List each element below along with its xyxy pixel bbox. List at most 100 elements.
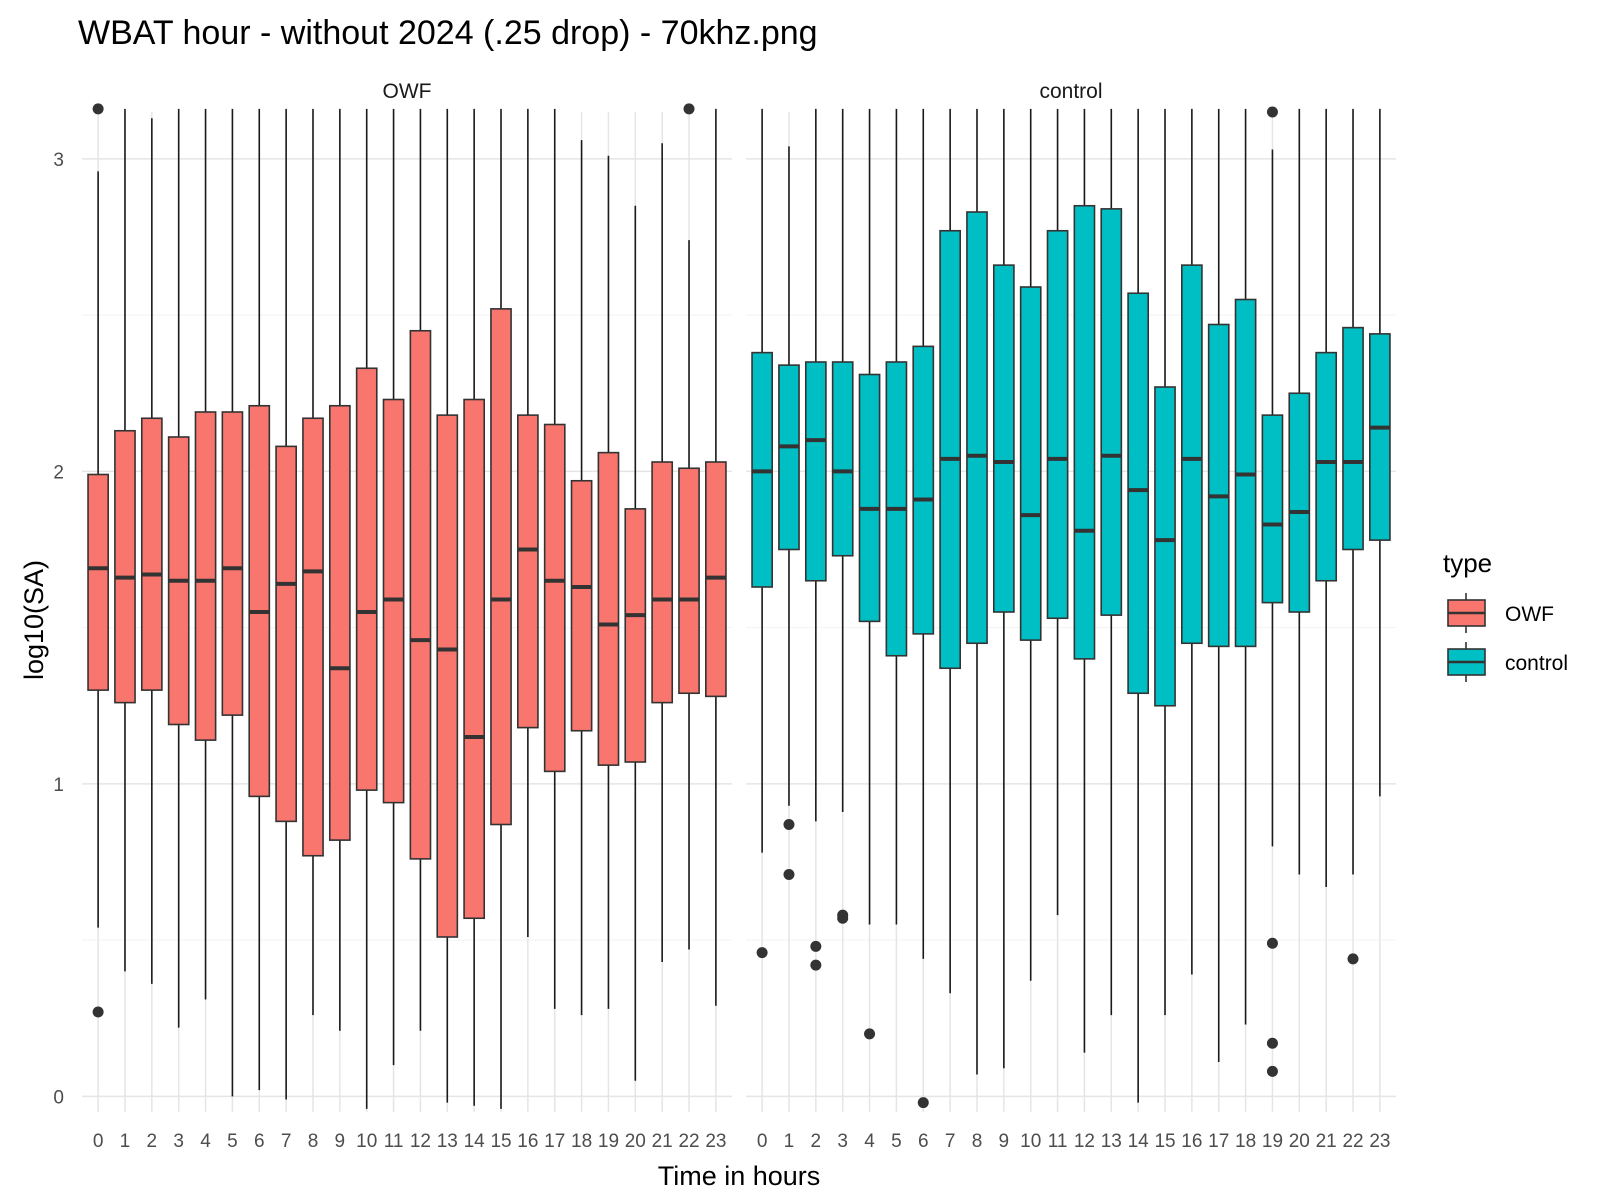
box-iqr — [1369, 333, 1391, 541]
box-control-21 — [1315, 108, 1338, 887]
x-tick-label: 18 — [1235, 1131, 1256, 1152]
box-iqr — [221, 411, 244, 716]
outlier-point — [756, 947, 768, 959]
box-control-14 — [1127, 108, 1150, 1103]
box-iqr — [409, 329, 432, 860]
box-OWF-6 — [248, 108, 271, 1091]
box-iqr — [939, 229, 962, 670]
y-tick-label: 1 — [53, 775, 64, 796]
outlier-point — [1266, 937, 1278, 949]
box-iqr — [140, 417, 163, 691]
x-tick-label: 8 — [308, 1131, 319, 1152]
box-control-12 — [1073, 108, 1096, 1053]
box-iqr — [1288, 392, 1311, 613]
box-OWF-0 — [87, 103, 109, 1018]
x-tick-label: 22 — [1342, 1131, 1363, 1152]
x-tick-label: 16 — [517, 1131, 538, 1152]
box-control-15 — [1154, 108, 1176, 1016]
box-control-11 — [1046, 108, 1069, 916]
box-control-9 — [992, 108, 1015, 1069]
box-control-17 — [1207, 108, 1230, 1062]
box-iqr — [1315, 351, 1338, 582]
box-iqr — [1100, 208, 1123, 616]
x-tick-label: 10 — [1020, 1131, 1041, 1152]
x-tick-label: 19 — [1262, 1131, 1283, 1152]
box-iqr — [436, 414, 459, 938]
box-OWF-3 — [167, 108, 190, 1028]
outlier-point — [683, 103, 695, 115]
x-tick-label: 17 — [1208, 1131, 1229, 1152]
legend-title: type — [1443, 548, 1492, 578]
box-iqr — [516, 414, 539, 729]
box-control-0 — [751, 108, 773, 959]
box-OWF-8 — [302, 108, 324, 1016]
box-iqr — [1342, 326, 1364, 551]
box-iqr — [778, 364, 800, 551]
box-iqr — [355, 367, 378, 791]
x-tick-label: 1 — [784, 1131, 795, 1152]
x-tick-label: 12 — [1074, 1131, 1095, 1152]
box-iqr — [1154, 386, 1176, 707]
x-tick-label: 11 — [384, 1131, 404, 1152]
box-control-23 — [1369, 108, 1391, 797]
y-axis-title: log10(SA) — [19, 560, 49, 680]
box-iqr — [194, 411, 217, 741]
y-tick-label: 2 — [53, 462, 64, 483]
box-OWF-9 — [328, 108, 351, 1031]
x-tick-label: 7 — [281, 1131, 292, 1152]
box-iqr — [597, 451, 620, 766]
box-OWF-4 — [194, 108, 217, 1000]
x-tick-label: 4 — [200, 1131, 211, 1152]
box-iqr — [1046, 229, 1069, 620]
box-OWF-12 — [409, 108, 432, 1031]
outlier-point — [1266, 1037, 1278, 1049]
box-iqr — [912, 345, 935, 635]
box-iqr — [1127, 292, 1150, 695]
box-control-16 — [1180, 108, 1203, 975]
x-tick-label: 0 — [93, 1131, 104, 1152]
outlier-point — [783, 819, 795, 830]
box-iqr — [1207, 323, 1230, 648]
box-iqr — [966, 211, 988, 645]
box-iqr — [624, 508, 647, 763]
box-iqr — [114, 429, 136, 704]
facet-label-OWF: OWF — [383, 80, 432, 103]
x-tick-label: 20 — [625, 1131, 646, 1152]
box-control-13 — [1100, 108, 1123, 1016]
x-tick-label: 23 — [705, 1131, 726, 1152]
box-iqr — [1073, 204, 1096, 660]
box-control-19 — [1261, 106, 1284, 1077]
box-iqr — [651, 461, 674, 704]
outlier-point — [810, 940, 822, 952]
x-tick-label: 0 — [757, 1131, 768, 1152]
x-axis-title: Time in hours — [658, 1161, 821, 1191]
box-OWF-17 — [543, 108, 566, 1009]
box-iqr — [831, 361, 854, 557]
x-tick-label: 11 — [1048, 1131, 1068, 1152]
facet-label-control: control — [1039, 80, 1102, 103]
x-tick-label: 3 — [837, 1131, 848, 1152]
box-control-2 — [804, 108, 827, 971]
box-OWF-2 — [140, 118, 163, 984]
x-tick-label: 6 — [918, 1131, 929, 1152]
legend-key-control — [1447, 642, 1486, 682]
legend-label-OWF: OWF — [1505, 603, 1554, 626]
legend: type OWF control — [1443, 548, 1568, 682]
legend-label-control: control — [1505, 652, 1568, 675]
box-iqr — [1019, 286, 1042, 641]
x-tick-label: 21 — [652, 1131, 673, 1152]
x-tick-label: 5 — [891, 1131, 902, 1152]
box-control-1 — [778, 146, 800, 880]
x-tick-label: 10 — [356, 1131, 377, 1152]
box-OWF-7 — [275, 108, 298, 1100]
box-control-5 — [885, 108, 908, 925]
chart-title: WBAT hour - without 2024 (.25 drop) - 70… — [78, 14, 818, 52]
x-tick-label: 23 — [1369, 1131, 1390, 1152]
box-OWF-21 — [651, 143, 674, 962]
outlier-point — [92, 1006, 104, 1018]
box-control-4 — [858, 108, 881, 1040]
outlier-point — [92, 103, 104, 115]
x-tick-label: 21 — [1316, 1131, 1337, 1152]
